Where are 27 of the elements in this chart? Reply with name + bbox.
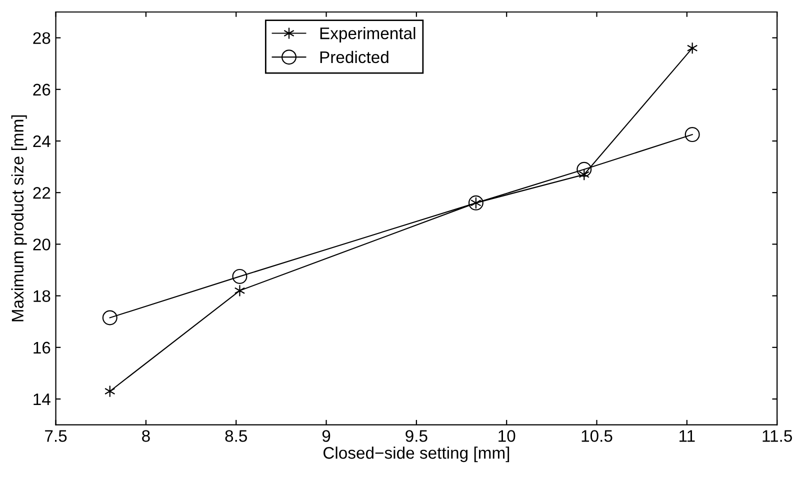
point	[576, 162, 592, 177]
y-tick-label: 14	[34, 394, 50, 406]
legend-label: Predicted	[320, 50, 388, 64]
x-axis-title: Closed−side setting [mm]	[323, 446, 510, 462]
x-tick-label: 11.5	[762, 430, 792, 442]
y-tick-label: 24	[33, 135, 50, 148]
point	[232, 268, 248, 284]
y-tick-label: 20	[33, 238, 50, 250]
y-tick-label: 18	[34, 290, 50, 302]
y-tick-label: 26	[33, 84, 50, 96]
x-tick-label: 9	[322, 430, 330, 442]
y-tick-label: 28	[33, 32, 50, 44]
x-tick-label: 10.5	[582, 430, 612, 442]
y-axis-title: Maximum product size [mm]	[11, 115, 27, 322]
x-tick-label: 9.5	[406, 430, 428, 442]
point	[684, 127, 700, 142]
x-tick-label: 11	[680, 430, 695, 442]
y-tick-label: 16	[34, 342, 50, 354]
point	[234, 284, 246, 297]
y-tick-label: 22	[33, 187, 50, 199]
x-tick-label: 10	[498, 430, 516, 442]
point	[104, 385, 116, 398]
x-tick-label: 8	[142, 430, 150, 442]
legend-label: Experimental	[320, 27, 416, 43]
x-tick-label: 8.5	[225, 430, 247, 442]
x-tick-label: 7.5	[45, 430, 67, 442]
point	[102, 310, 118, 326]
